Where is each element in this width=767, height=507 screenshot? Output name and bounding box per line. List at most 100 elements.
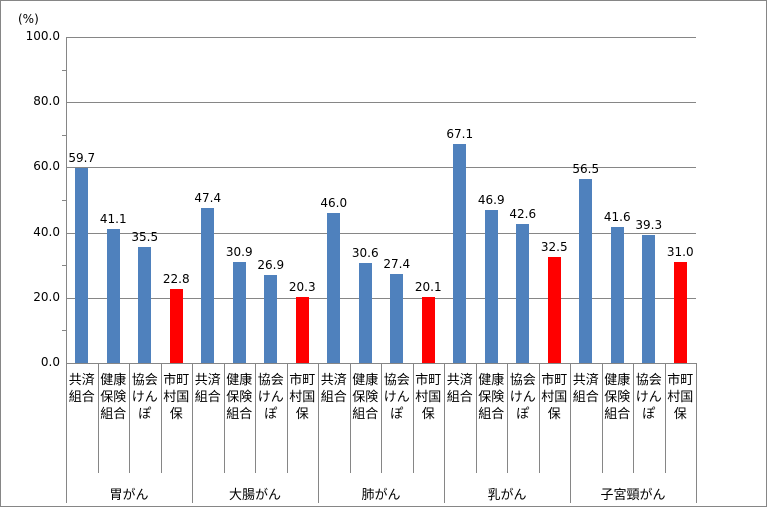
category-label: 共済組合 <box>68 373 95 405</box>
category-divider <box>475 363 477 473</box>
data-label: 46.0 <box>320 196 348 211</box>
category-divider <box>696 363 697 503</box>
gridline <box>66 102 696 104</box>
bar <box>264 275 278 363</box>
bar <box>358 263 372 363</box>
bar <box>327 213 341 363</box>
bar <box>610 227 624 363</box>
data-label: 42.6 <box>509 207 537 222</box>
category-divider <box>507 363 508 473</box>
bar <box>295 296 309 363</box>
category-divider <box>412 363 414 473</box>
y-tick-label: 80.0 <box>33 94 60 109</box>
bar <box>579 178 593 363</box>
y-axis <box>66 37 67 363</box>
category-divider <box>286 363 288 473</box>
minor-tick <box>62 69 66 71</box>
bar <box>484 210 498 363</box>
gridline <box>66 297 696 299</box>
category-divider <box>538 363 540 473</box>
y-axis-unit-label: (%) <box>18 12 39 26</box>
data-label: 59.7 <box>68 151 96 166</box>
category-label: 共済組合 <box>320 373 347 405</box>
bar <box>390 273 404 363</box>
bar <box>106 229 120 363</box>
category-label: 協会けんぽ <box>131 373 158 422</box>
data-label: 46.9 <box>477 193 505 208</box>
category-label: 健康保険組合 <box>100 373 127 422</box>
category-divider <box>318 363 319 503</box>
bar <box>138 247 152 363</box>
minor-tick <box>62 330 66 332</box>
data-label: 30.9 <box>225 245 253 260</box>
category-label: 健康保険組合 <box>226 373 253 422</box>
group-label: 肺がん <box>361 488 401 503</box>
data-label: 31.0 <box>666 244 694 259</box>
category-label: 健康保険組合 <box>604 373 631 422</box>
bar <box>642 234 656 363</box>
group-label: 子宮頸がん <box>600 488 666 503</box>
bar <box>232 262 246 363</box>
data-label: 41.6 <box>603 210 631 225</box>
bar <box>516 224 530 363</box>
data-label: 56.5 <box>572 161 600 176</box>
bar <box>169 288 183 363</box>
category-divider <box>349 363 351 473</box>
category-divider <box>444 363 445 503</box>
category-divider <box>66 363 67 503</box>
y-tick-label: 40.0 <box>33 224 60 239</box>
data-label: 67.1 <box>446 127 474 142</box>
y-tick-label: 100.0 <box>25 29 60 43</box>
category-divider <box>129 363 130 473</box>
category-divider <box>381 363 382 473</box>
data-label: 41.1 <box>99 212 127 226</box>
y-tick-label: 0.0 <box>40 355 60 369</box>
bar <box>547 257 561 363</box>
category-label: 市町村国保 <box>541 373 568 422</box>
category-label: 健康保険組合 <box>478 373 505 422</box>
category-label: 共済組合 <box>446 373 473 405</box>
category-divider <box>160 363 162 473</box>
category-divider <box>633 363 634 473</box>
minor-tick <box>62 265 66 267</box>
bar <box>421 297 435 363</box>
category-divider <box>255 363 256 473</box>
data-label: 22.8 <box>162 271 190 286</box>
data-label: 26.9 <box>257 258 285 273</box>
category-label: 協会けんぽ <box>257 373 284 422</box>
data-label: 47.4 <box>194 191 222 206</box>
data-label: 27.4 <box>383 256 411 271</box>
category-divider <box>192 363 193 503</box>
bar <box>75 168 89 363</box>
category-divider <box>664 363 666 473</box>
y-tick-label: 60.0 <box>33 159 60 174</box>
group-label: 胃がん <box>109 488 149 503</box>
data-label: 20.3 <box>288 279 316 294</box>
y-tick-label: 20.0 <box>33 289 60 304</box>
category-label: 共済組合 <box>194 373 221 405</box>
category-label: 市町村国保 <box>415 373 442 422</box>
category-label: 協会けんぽ <box>383 373 410 422</box>
gridline <box>66 167 696 169</box>
category-divider <box>97 363 99 473</box>
category-label: 協会けんぽ <box>509 373 536 422</box>
data-label: 32.5 <box>540 240 568 255</box>
group-label: 大腸がん <box>228 488 281 503</box>
category-divider <box>570 363 571 503</box>
data-label: 30.6 <box>351 246 379 261</box>
gridline <box>66 232 696 234</box>
category-label: 共済組合 <box>572 373 599 405</box>
bar <box>201 208 215 363</box>
category-label: 市町村国保 <box>289 373 316 422</box>
category-label: 健康保険組合 <box>352 373 379 422</box>
minor-tick <box>62 134 66 136</box>
category-label: 協会けんぽ <box>635 373 662 422</box>
bar <box>453 144 467 363</box>
group-label: 乳がん <box>487 488 527 503</box>
gridline <box>66 37 696 38</box>
data-label: 20.1 <box>414 280 442 295</box>
category-divider <box>601 363 603 473</box>
bar <box>673 261 687 363</box>
data-label: 35.5 <box>131 230 159 245</box>
category-divider <box>223 363 225 473</box>
